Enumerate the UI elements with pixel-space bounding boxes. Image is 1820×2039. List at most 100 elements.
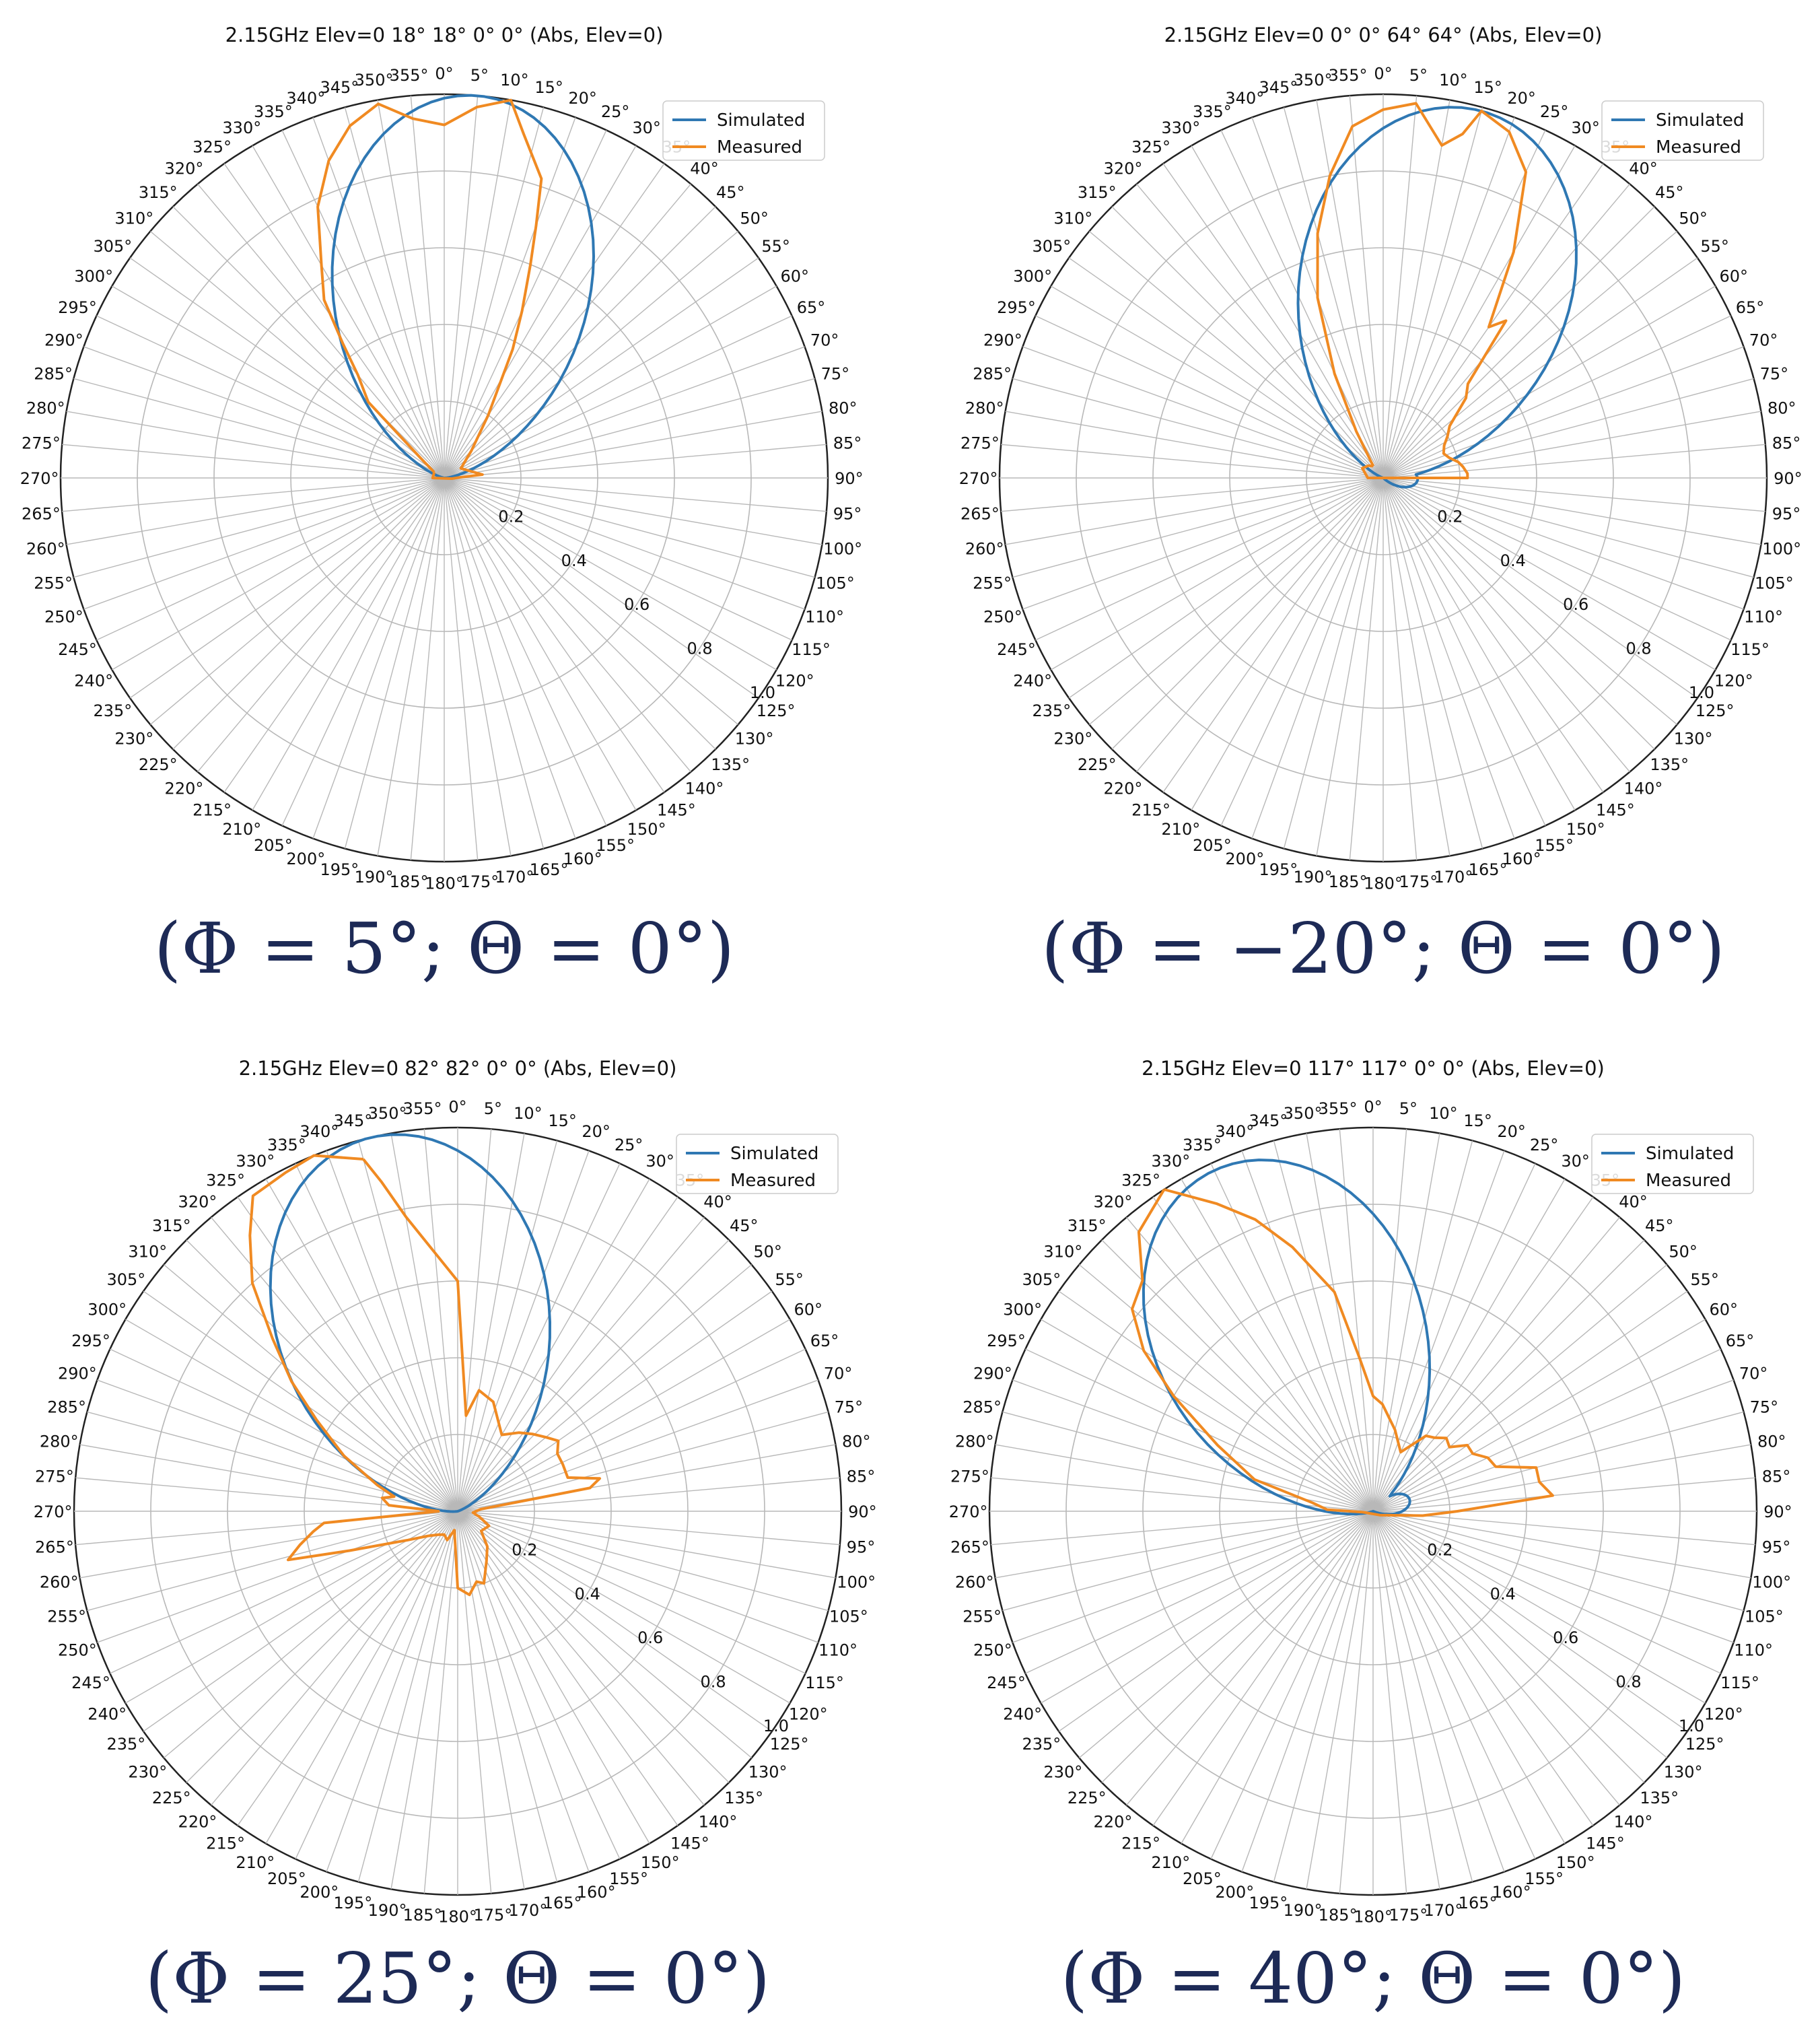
angular-gridline bbox=[410, 96, 445, 479]
theta-tick-label: 0° bbox=[1374, 65, 1392, 83]
angular-gridline bbox=[1372, 1411, 1744, 1512]
angular-gridline bbox=[444, 477, 545, 849]
angular-gridline bbox=[1306, 1133, 1374, 1512]
theta-tick-label: 0° bbox=[448, 1098, 466, 1117]
angular-gridline bbox=[457, 1348, 806, 1512]
r-tick-label: 0.6 bbox=[624, 595, 650, 614]
angular-gridline bbox=[143, 1511, 458, 1732]
series-measured-line bbox=[1131, 1188, 1554, 1517]
theta-tick-label: 275° bbox=[35, 1467, 74, 1486]
angular-gridline bbox=[1372, 1319, 1706, 1512]
angular-gridline bbox=[1382, 477, 1761, 545]
theta-tick-label: 300° bbox=[74, 267, 113, 285]
theta-tick-label: 145° bbox=[657, 801, 696, 820]
angular-gridline bbox=[444, 477, 576, 839]
angular-gridline bbox=[1002, 1411, 1374, 1512]
theta-tick-label: 295° bbox=[71, 1332, 110, 1350]
theta-tick-label: 75° bbox=[835, 1397, 864, 1416]
theta-tick-label: 245° bbox=[58, 640, 97, 659]
theta-tick-label: 55° bbox=[775, 1270, 804, 1289]
angular-gridline bbox=[1005, 411, 1384, 479]
angular-gridline bbox=[457, 1411, 829, 1512]
theta-tick-label: 295° bbox=[987, 1332, 1026, 1350]
angular-gridline bbox=[457, 1511, 840, 1546]
theta-tick-label: 185° bbox=[390, 872, 429, 891]
theta-tick-label: 230° bbox=[128, 1763, 167, 1782]
theta-tick-label: 200° bbox=[286, 850, 325, 868]
polar-chart-4: 2.15GHz Elev=0 117° 117° 0° 0° (Abs, Ele… bbox=[949, 1057, 1792, 2019]
angular-gridline bbox=[1372, 1511, 1706, 1704]
theta-tick-label: 240° bbox=[74, 672, 113, 691]
theta-tick-label: 240° bbox=[88, 1705, 127, 1724]
theta-tick-label: 110° bbox=[1744, 608, 1783, 627]
theta-tick-label: 310° bbox=[114, 209, 153, 228]
angular-gridline bbox=[457, 1216, 705, 1512]
theta-tick-label: 270° bbox=[949, 1502, 988, 1521]
theta-tick-label: 225° bbox=[139, 755, 178, 774]
theta-tick-label: 225° bbox=[1078, 755, 1117, 774]
theta-tick-label: 200° bbox=[1225, 850, 1264, 868]
theta-tick-label: 210° bbox=[222, 820, 261, 839]
theta-tick-label: 165° bbox=[530, 860, 569, 879]
theta-tick-label: 245° bbox=[71, 1673, 110, 1692]
r-tick-label: 0.6 bbox=[1563, 595, 1588, 614]
theta-tick-label: 65° bbox=[797, 298, 826, 317]
theta-tick-label: 155° bbox=[609, 1869, 648, 1888]
angular-gridline bbox=[995, 1511, 1374, 1579]
angular-gridline bbox=[457, 1196, 678, 1512]
theta-tick-label: 265° bbox=[950, 1537, 989, 1556]
angular-gridline bbox=[265, 1179, 458, 1512]
angular-gridline bbox=[1306, 1511, 1374, 1890]
theta-tick-label: 250° bbox=[44, 608, 83, 627]
r-tick-label: 0.4 bbox=[1500, 551, 1526, 570]
series-simulated-line bbox=[1296, 106, 1578, 489]
angular-gridline bbox=[344, 477, 445, 849]
angular-gridline bbox=[1191, 145, 1384, 479]
theta-tick-label: 110° bbox=[1734, 1641, 1773, 1660]
theta-tick-label: 20° bbox=[1497, 1122, 1526, 1141]
theta-tick-label: 140° bbox=[699, 1813, 738, 1832]
angular-gridline bbox=[295, 1511, 458, 1859]
theta-tick-label: 0° bbox=[435, 65, 453, 83]
theta-tick-label: 270° bbox=[20, 469, 59, 488]
theta-tick-label: 240° bbox=[1003, 1705, 1042, 1724]
theta-tick-label: 100° bbox=[837, 1573, 876, 1591]
angular-gridline bbox=[1181, 1511, 1374, 1844]
theta-tick-label: 215° bbox=[206, 1834, 245, 1853]
angular-gridline bbox=[1220, 130, 1384, 479]
angular-gridline bbox=[444, 477, 823, 545]
theta-tick-label: 245° bbox=[987, 1673, 1026, 1692]
angular-gridline bbox=[1372, 1511, 1440, 1890]
angular-gridline bbox=[444, 285, 777, 479]
theta-tick-label: 205° bbox=[254, 836, 293, 855]
angular-gridline bbox=[457, 1511, 773, 1732]
theta-tick-label: 175° bbox=[1399, 872, 1438, 891]
angular-gridline bbox=[1382, 378, 1754, 479]
angular-gridline bbox=[1241, 1511, 1374, 1872]
theta-tick-label: 335° bbox=[254, 102, 293, 121]
angular-gridline bbox=[186, 1239, 458, 1512]
theta-tick-label: 90° bbox=[1763, 1502, 1792, 1521]
theta-tick-label: 255° bbox=[973, 574, 1012, 593]
legend-label-simulated: Simulated bbox=[730, 1144, 818, 1164]
theta-tick-label: 295° bbox=[58, 298, 97, 317]
angular-gridline bbox=[172, 206, 445, 479]
theta-tick-label: 30° bbox=[645, 1152, 674, 1171]
theta-tick-label: 20° bbox=[582, 1122, 610, 1141]
angular-gridline bbox=[457, 1511, 753, 1758]
angular-gridline bbox=[457, 1290, 773, 1512]
angular-gridline bbox=[1382, 477, 1716, 670]
theta-tick-label: 210° bbox=[1161, 820, 1200, 839]
theta-tick-label: 315° bbox=[152, 1216, 191, 1235]
theta-tick-label: 335° bbox=[1193, 102, 1232, 121]
theta-tick-label: 345° bbox=[320, 78, 359, 97]
theta-tick-label: 30° bbox=[632, 118, 661, 137]
theta-tick-label: 305° bbox=[93, 237, 132, 256]
theta-tick-label: 70° bbox=[1739, 1364, 1768, 1383]
theta-tick-label: 55° bbox=[1700, 237, 1729, 256]
angular-gridline bbox=[1001, 444, 1384, 479]
theta-tick-label: 100° bbox=[823, 539, 862, 558]
theta-tick-label: 290° bbox=[983, 331, 1022, 349]
theta-tick-label: 310° bbox=[128, 1242, 167, 1261]
theta-tick-label: 285° bbox=[47, 1397, 86, 1416]
